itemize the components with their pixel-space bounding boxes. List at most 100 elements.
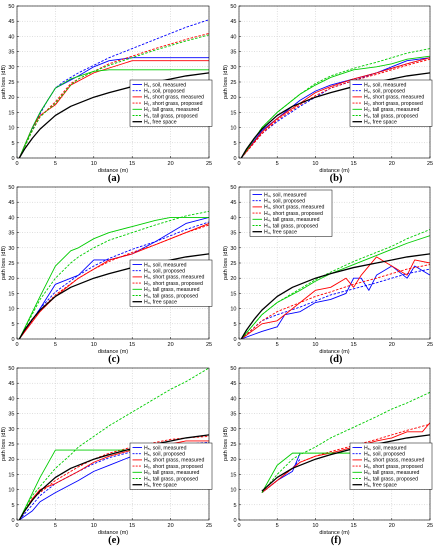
legend-label: H₆, short grass, measured — [364, 458, 424, 464]
y-tick-label: 25 — [230, 261, 236, 267]
legend-label: H₁, soil, proposed — [144, 89, 185, 95]
y-tick-label: 35 — [8, 231, 14, 237]
legend-label: H₂, short grass, measured — [364, 95, 424, 101]
y-tick-label: 20 — [8, 457, 14, 463]
legend-label: H₂, tall grass, measured — [364, 107, 419, 113]
y-tick-label: 30 — [230, 65, 236, 71]
legend-label: H₅, soil, measured — [144, 445, 187, 451]
series-line-2 — [240, 268, 430, 339]
series-group — [18, 19, 209, 158]
series-line-6 — [18, 210, 209, 339]
x-tick-label: 15 — [351, 161, 357, 167]
x-tick-label: 25 — [427, 342, 433, 348]
y-tick-label: 10 — [230, 307, 236, 313]
x-tick-label: 0 — [15, 523, 18, 529]
y-tick-label: 0 — [11, 337, 14, 343]
y-axis-title: path loss (dB) — [223, 65, 229, 99]
legend-label: H₁, short grass, measured — [144, 95, 204, 101]
chart-panel-6: 0 5 10 15 20 25 0 5 10 15 20 25 30 35 40 45 50 distance (… — [223, 366, 433, 546]
x-tick-label: 15 — [129, 523, 135, 529]
x-tick-label: 5 — [276, 342, 279, 348]
x-tick-label: 10 — [91, 342, 97, 348]
legend-box — [349, 442, 433, 490]
y-axis-title: path loss (dB) — [1, 246, 7, 280]
series-line-5 — [240, 55, 430, 158]
x-tick-label: 0 — [237, 342, 240, 348]
y-tick-label: 30 — [230, 246, 236, 252]
y-tick-label: 15 — [230, 110, 236, 116]
x-tick-label: 0 — [237, 523, 240, 529]
y-tick-label: 0 — [233, 337, 236, 343]
x-tick-label: 15 — [129, 161, 135, 167]
y-tick-label: 25 — [8, 442, 14, 448]
legend-label: H₆, tall grass, proposed — [364, 476, 418, 482]
x-tick-label: 20 — [389, 161, 395, 167]
x-axis-title: distance (m) — [98, 530, 128, 536]
legend-label: H₅, tall grass, proposed — [144, 476, 198, 482]
series-line-2 — [18, 221, 209, 339]
panel-label: (b) — [330, 173, 343, 184]
y-tick-label: 25 — [230, 80, 236, 86]
x-axis-title: distance (m) — [98, 349, 128, 355]
legend-label: H₃, free space — [144, 300, 177, 306]
legend-label: H₆, soil, measured — [364, 445, 407, 451]
x-tick-label: 10 — [91, 161, 97, 167]
y-tick-label: 50 — [230, 366, 236, 372]
y-tick-label: 35 — [8, 412, 14, 418]
legend-label: H₃, tall grass, measured — [144, 287, 200, 293]
series-line-6 — [240, 229, 430, 339]
x-tick-label: 15 — [351, 523, 357, 529]
x-axis-title: distance (m) — [319, 349, 349, 355]
y-tick-label: 45 — [8, 19, 14, 25]
y-tick-label: 45 — [230, 19, 236, 25]
series-line-7 — [18, 72, 209, 158]
legend-box — [349, 79, 433, 127]
series-group — [240, 229, 430, 339]
x-tick-label: 20 — [389, 523, 395, 529]
x-axis-title: distance (m) — [98, 168, 128, 174]
legend-label: H₄, soil, measured — [264, 192, 307, 198]
legend-label: H₂, short grass, proposed — [364, 101, 423, 107]
series-group — [240, 48, 430, 158]
y-tick-label: 30 — [8, 427, 14, 433]
series-line-3 — [241, 256, 430, 339]
y-tick-label: 40 — [8, 215, 14, 221]
legend-label: H₃, tall grass, proposed — [144, 293, 198, 299]
y-tick-label: 15 — [8, 472, 14, 478]
legend-label: H₄, short grass, measured — [264, 205, 324, 211]
x-tick-label: 20 — [168, 342, 174, 348]
y-tick-label: 15 — [230, 472, 236, 478]
x-tick-label: 10 — [312, 342, 318, 348]
y-tick-label: 20 — [8, 95, 14, 101]
y-tick-label: 40 — [230, 215, 236, 221]
y-axis-title: path loss (dB) — [223, 246, 229, 280]
legend-label: H₆, short grass, proposed — [364, 464, 423, 470]
legend-label: H₂, tall grass, proposed — [364, 113, 418, 119]
y-tick-label: 30 — [8, 246, 14, 252]
x-tick-label: 10 — [312, 523, 318, 529]
legend-label: H₄, short grass, proposed — [264, 211, 323, 217]
legend-label: H₅, short grass, proposed — [144, 464, 203, 470]
series-line-4 — [18, 224, 209, 339]
x-tick-label: 15 — [129, 342, 135, 348]
legend-label: H₁, free space — [144, 120, 177, 126]
y-tick-label: 35 — [230, 50, 236, 56]
y-tick-label: 35 — [230, 412, 236, 418]
chart-panel-1: 0 5 10 15 20 25 0 5 10 15 20 25 30 35 40 45 50 distance (… — [1, 4, 213, 184]
legend-label: H₄, free space — [264, 230, 297, 236]
x-tick-label: 10 — [91, 523, 97, 529]
y-tick-label: 20 — [8, 276, 14, 282]
y-tick-label: 25 — [8, 261, 14, 267]
x-tick-label: 0 — [237, 161, 240, 167]
x-tick-label: 25 — [206, 342, 212, 348]
legend-label: H₃, short grass, proposed — [144, 281, 203, 287]
x-tick-label: 20 — [168, 161, 174, 167]
x-axis-title: distance (m) — [319, 530, 349, 536]
legend-label: H₅, tall grass, measured — [144, 470, 200, 476]
series-line-4 — [18, 435, 209, 520]
legend-box — [129, 79, 213, 127]
